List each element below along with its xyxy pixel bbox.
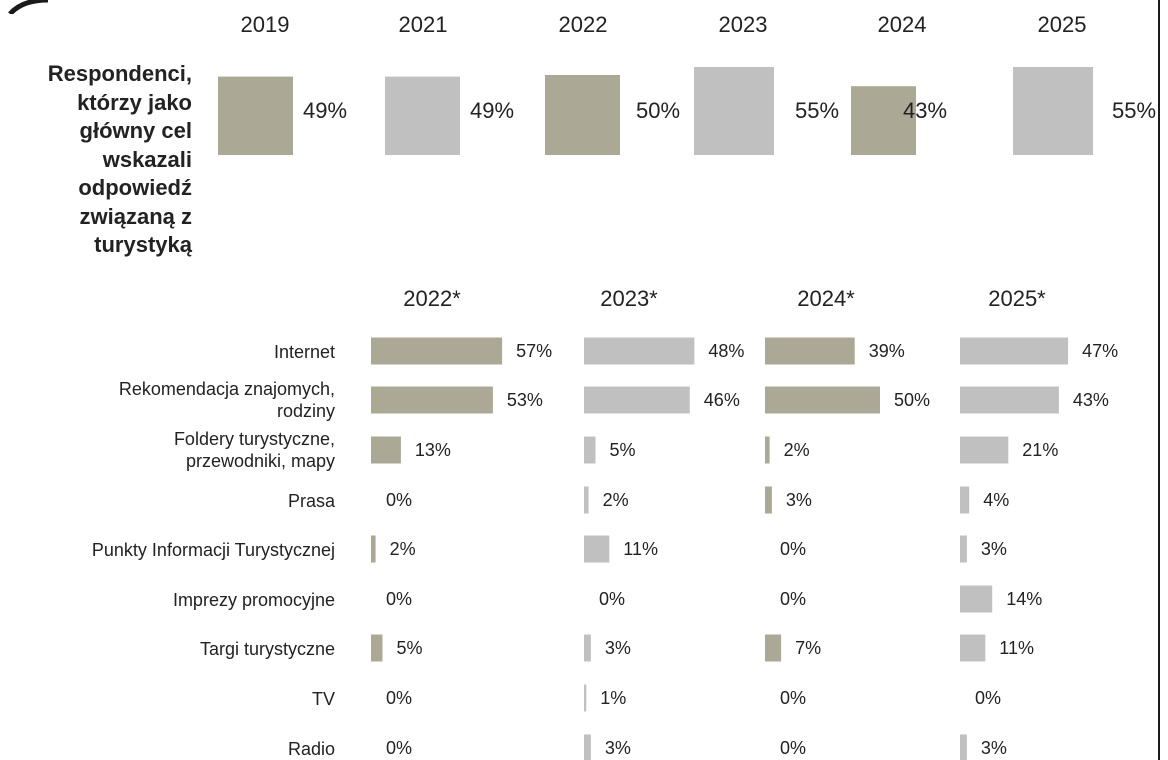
- year-label: 2022: [559, 12, 608, 37]
- category-label: Internet: [274, 342, 335, 362]
- bar-value-label: 3%: [981, 738, 1007, 758]
- bar: [960, 337, 1069, 365]
- bar: [960, 634, 986, 662]
- bar-value-label: 5%: [397, 638, 423, 658]
- year-label: 2021: [399, 12, 448, 37]
- bar-value-label: 2%: [784, 440, 810, 460]
- series-header: 2025*: [988, 286, 1046, 311]
- category-label: Targi turystyczne: [200, 639, 335, 659]
- year-value-label: 43%: [903, 98, 947, 123]
- series-header: 2023*: [600, 286, 658, 311]
- right-border-line: [1158, 0, 1160, 760]
- decorative-corner-arc: [8, 0, 49, 14]
- bar: [765, 634, 782, 662]
- bar: [584, 734, 591, 760]
- category-label: Punkty Informacji Turystycznej: [92, 540, 335, 560]
- year-bar: [218, 76, 293, 155]
- bar-value-label: 0%: [780, 539, 806, 559]
- year-value-label: 50%: [636, 98, 680, 123]
- row-title: Respondenci, którzy jako główny cel wska…: [47, 61, 192, 257]
- bar-value-label: 3%: [605, 738, 631, 758]
- bar-value-label: 50%: [894, 390, 930, 410]
- bar: [371, 436, 401, 464]
- year-label: 2019: [241, 12, 290, 37]
- bar-value-label: 0%: [780, 688, 806, 708]
- bar-value-label: 5%: [610, 440, 636, 460]
- bar-value-label: 3%: [786, 490, 812, 510]
- bar: [960, 386, 1059, 414]
- category-label: Foldery turystyczne,: [174, 429, 335, 449]
- bar: [371, 535, 376, 563]
- series-header: 2022*: [403, 286, 461, 311]
- bar-value-label: 0%: [386, 738, 412, 758]
- year-bar: [385, 76, 460, 155]
- year-bar: [694, 67, 774, 155]
- bar-value-label: 7%: [795, 638, 821, 658]
- bar-value-label: 11%: [999, 638, 1034, 658]
- bar: [765, 337, 855, 365]
- bar-value-label: 2%: [603, 490, 629, 510]
- year-label: 2025: [1038, 12, 1087, 37]
- bar-value-label: 0%: [386, 589, 412, 609]
- bar: [960, 486, 970, 514]
- bar: [960, 535, 967, 563]
- bar-value-label: 46%: [704, 390, 740, 410]
- category-label: Radio: [288, 739, 335, 759]
- year-value-label: 49%: [303, 98, 347, 123]
- bar-value-label: 47%: [1082, 341, 1118, 361]
- year-value-label: 55%: [1112, 98, 1156, 123]
- bar: [584, 436, 596, 464]
- bar-value-label: 57%: [516, 341, 552, 361]
- bar: [960, 734, 967, 760]
- bar: [765, 386, 880, 414]
- bar: [765, 436, 770, 464]
- bar: [584, 386, 690, 414]
- bar-value-label: 0%: [599, 589, 625, 609]
- bar: [371, 634, 383, 662]
- category-label: TV: [312, 689, 335, 709]
- bar-value-label: 0%: [975, 688, 1001, 708]
- bar-value-label: 3%: [981, 539, 1007, 559]
- category-label: przewodniki, mapy: [186, 451, 335, 471]
- bar-value-label: 2%: [390, 539, 416, 559]
- category-label: rodziny: [277, 401, 335, 421]
- category-label: Prasa: [288, 491, 336, 511]
- bar: [584, 684, 587, 712]
- series-header: 2024*: [797, 286, 855, 311]
- bar: [960, 436, 1009, 464]
- year-label: 2024: [878, 12, 927, 37]
- bar: [371, 386, 493, 414]
- bar-value-label: 3%: [605, 638, 631, 658]
- bar-value-label: 39%: [869, 341, 905, 361]
- bar-value-label: 14%: [1006, 589, 1042, 609]
- year-bar: [545, 75, 620, 155]
- bar: [765, 486, 772, 514]
- bar-value-label: 4%: [983, 490, 1009, 510]
- bar-value-label: 48%: [708, 341, 744, 361]
- bar: [584, 535, 610, 563]
- bar: [371, 337, 503, 365]
- category-label: Imprezy promocyjne: [173, 590, 335, 610]
- year-value-label: 49%: [470, 98, 514, 123]
- bar-value-label: 43%: [1073, 390, 1109, 410]
- bar-value-label: 0%: [386, 688, 412, 708]
- bar-value-label: 0%: [386, 490, 412, 510]
- year-value-label: 55%: [795, 98, 839, 123]
- bar-value-label: 11%: [623, 539, 658, 559]
- bar-value-label: 0%: [780, 738, 806, 758]
- bar: [584, 486, 589, 514]
- bar-value-label: 53%: [507, 390, 543, 410]
- bar-value-label: 1%: [600, 688, 626, 708]
- bar: [584, 634, 591, 662]
- bar-value-label: 13%: [415, 440, 451, 460]
- year-label: 2023: [719, 12, 768, 37]
- bar-value-label: 0%: [780, 589, 806, 609]
- bar-value-label: 21%: [1022, 440, 1058, 460]
- category-label: Rekomendacja znajomych,: [119, 379, 335, 399]
- year-bar: [1013, 67, 1093, 155]
- bar: [584, 337, 695, 365]
- bar: [960, 585, 993, 613]
- year-bar: [851, 86, 916, 155]
